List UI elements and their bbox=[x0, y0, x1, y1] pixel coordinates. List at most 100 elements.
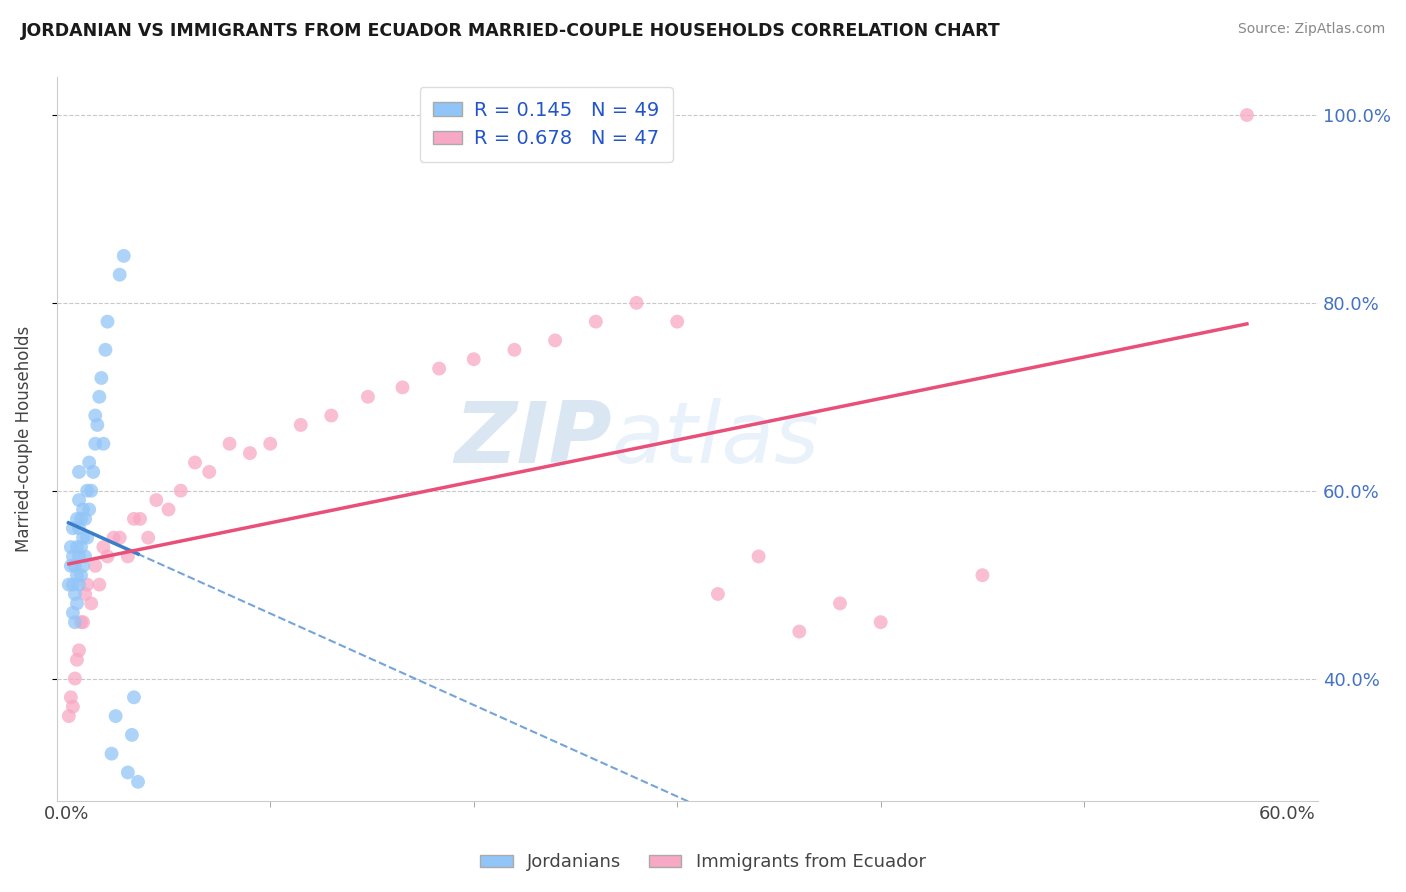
Point bbox=[122, 690, 145, 705]
Point bbox=[122, 512, 145, 526]
Point bbox=[93, 540, 115, 554]
Point bbox=[585, 315, 607, 329]
Point bbox=[503, 343, 526, 357]
Legend: R = 0.145   N = 49, R = 0.678   N = 47: R = 0.145 N = 49, R = 0.678 N = 47 bbox=[419, 87, 673, 162]
Point bbox=[70, 540, 93, 554]
Point bbox=[58, 709, 80, 723]
Point bbox=[239, 446, 262, 460]
Legend: Jordanians, Immigrants from Ecuador: Jordanians, Immigrants from Ecuador bbox=[474, 847, 932, 879]
Point bbox=[67, 465, 90, 479]
Point bbox=[62, 577, 84, 591]
Point bbox=[66, 540, 89, 554]
Point bbox=[82, 465, 104, 479]
Point bbox=[157, 502, 180, 516]
Point bbox=[66, 512, 89, 526]
Point bbox=[463, 352, 485, 367]
Point bbox=[77, 502, 100, 516]
Point bbox=[70, 615, 93, 630]
Point bbox=[80, 596, 103, 610]
Point bbox=[84, 436, 107, 450]
Text: atlas: atlas bbox=[612, 398, 820, 481]
Point bbox=[828, 596, 851, 610]
Point bbox=[90, 371, 112, 385]
Point bbox=[1236, 108, 1258, 122]
Point bbox=[67, 577, 90, 591]
Text: Source: ZipAtlas.com: Source: ZipAtlas.com bbox=[1237, 22, 1385, 37]
Point bbox=[108, 268, 131, 282]
Point bbox=[707, 587, 730, 601]
Point bbox=[75, 512, 97, 526]
Y-axis label: Married-couple Households: Married-couple Households bbox=[15, 326, 32, 552]
Point bbox=[972, 568, 994, 582]
Point bbox=[70, 512, 93, 526]
Point bbox=[129, 512, 152, 526]
Point bbox=[787, 624, 810, 639]
Text: ZIP: ZIP bbox=[454, 398, 612, 481]
Point bbox=[77, 456, 100, 470]
Point bbox=[94, 343, 117, 357]
Point bbox=[72, 531, 94, 545]
Point bbox=[62, 521, 84, 535]
Point bbox=[70, 568, 93, 582]
Point bbox=[67, 521, 90, 535]
Point bbox=[66, 568, 89, 582]
Point bbox=[86, 417, 108, 432]
Text: JORDANIAN VS IMMIGRANTS FROM ECUADOR MARRIED-COUPLE HOUSEHOLDS CORRELATION CHART: JORDANIAN VS IMMIGRANTS FROM ECUADOR MAR… bbox=[21, 22, 1001, 40]
Point bbox=[391, 380, 413, 394]
Point bbox=[89, 390, 111, 404]
Point bbox=[290, 417, 312, 432]
Point bbox=[184, 456, 207, 470]
Point bbox=[63, 587, 86, 601]
Point bbox=[112, 249, 135, 263]
Point bbox=[63, 672, 86, 686]
Point bbox=[67, 493, 90, 508]
Point bbox=[170, 483, 193, 498]
Point bbox=[104, 709, 127, 723]
Point bbox=[66, 653, 89, 667]
Point bbox=[117, 549, 139, 564]
Point bbox=[84, 409, 107, 423]
Point bbox=[80, 483, 103, 498]
Point bbox=[62, 606, 84, 620]
Point bbox=[145, 493, 167, 508]
Point bbox=[63, 615, 86, 630]
Point bbox=[76, 483, 98, 498]
Point bbox=[321, 409, 343, 423]
Point bbox=[75, 587, 97, 601]
Point bbox=[357, 390, 380, 404]
Point bbox=[76, 577, 98, 591]
Point bbox=[666, 315, 689, 329]
Point bbox=[108, 531, 131, 545]
Point bbox=[59, 540, 82, 554]
Point bbox=[427, 361, 450, 376]
Point bbox=[198, 465, 221, 479]
Point bbox=[62, 549, 84, 564]
Point bbox=[89, 577, 111, 591]
Point bbox=[72, 502, 94, 516]
Point bbox=[84, 558, 107, 573]
Point bbox=[96, 315, 118, 329]
Point bbox=[869, 615, 891, 630]
Point bbox=[96, 549, 118, 564]
Point bbox=[66, 596, 89, 610]
Point bbox=[103, 531, 125, 545]
Point bbox=[75, 549, 97, 564]
Point bbox=[59, 558, 82, 573]
Point bbox=[76, 531, 98, 545]
Point bbox=[93, 436, 115, 450]
Point bbox=[136, 531, 159, 545]
Point bbox=[67, 549, 90, 564]
Point bbox=[100, 747, 122, 761]
Point bbox=[67, 643, 90, 657]
Point bbox=[72, 558, 94, 573]
Point bbox=[259, 436, 281, 450]
Point bbox=[748, 549, 770, 564]
Point bbox=[544, 334, 567, 348]
Point bbox=[121, 728, 143, 742]
Point bbox=[59, 690, 82, 705]
Point bbox=[72, 615, 94, 630]
Point bbox=[218, 436, 240, 450]
Point bbox=[58, 577, 80, 591]
Point bbox=[626, 296, 648, 310]
Point bbox=[117, 765, 139, 780]
